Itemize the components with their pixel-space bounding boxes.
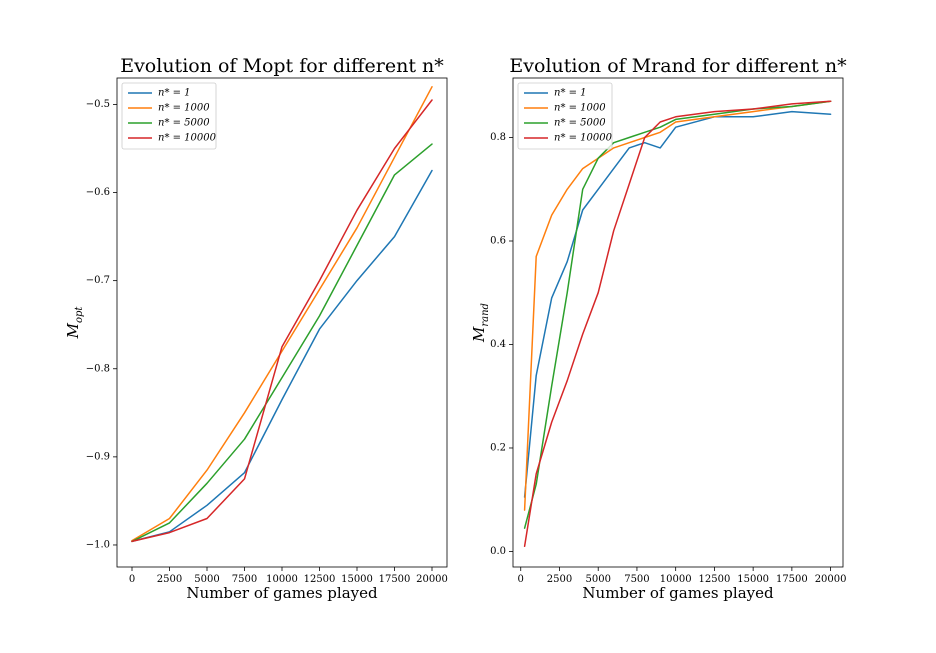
- x-tick-label: 17500: [776, 574, 808, 585]
- legend-box: [517, 82, 613, 150]
- legend-label-2: n* = 1000: [158, 103, 210, 114]
- series-line-4: [523, 100, 832, 548]
- y-axis-label: Mopt: [64, 306, 85, 340]
- series-line-1: [131, 169, 433, 543]
- y-tick-label: 0.8: [490, 132, 506, 143]
- x-tick-label: 10000: [660, 574, 692, 585]
- x-tick-label: 12500: [304, 574, 336, 585]
- series-line-3: [523, 100, 832, 529]
- y-tick-label: −0.8: [86, 363, 110, 374]
- plot-frame: [512, 77, 844, 568]
- legend-box: [121, 82, 217, 150]
- x-axis-label: Number of games played: [186, 584, 378, 602]
- x-tick-label: 15000: [341, 574, 373, 585]
- x-tick-label: 20000: [416, 574, 448, 585]
- y-tick-label: 0.2: [490, 442, 506, 453]
- y-tick-label: −0.6: [86, 187, 110, 198]
- chart-mrand: Evolution of Mrand for different n* 0 2500…: [470, 55, 847, 602]
- legend-label-4: n* = 10000: [158, 133, 217, 144]
- y-axis-label: Mrand: [470, 303, 491, 343]
- y-tick-label: 0.6: [490, 236, 506, 247]
- series-line-3: [131, 143, 433, 543]
- x-tick-label: 20000: [815, 574, 847, 585]
- x-tick-label: 10000: [266, 574, 298, 585]
- series-line-4: [131, 99, 433, 543]
- legend-label-3: n* = 5000: [158, 118, 210, 129]
- x-tick-label: 5000: [194, 574, 219, 585]
- y-tick-label: 0.4: [490, 339, 506, 350]
- x-tick-label: 17500: [379, 574, 411, 585]
- x-tick-label: 2500: [157, 574, 182, 585]
- x-tick-label: 5000: [585, 574, 610, 585]
- legend-label-1: n* = 1: [158, 88, 191, 99]
- series-line-1: [523, 110, 832, 498]
- y-tick-label: −0.5: [86, 99, 110, 110]
- y-tick-label: −1.0: [86, 539, 110, 550]
- y-axis-label-main: M: [470, 326, 488, 343]
- x-axis-label: Number of games played: [582, 584, 774, 602]
- chart-title: Evolution of Mopt for different n*: [120, 55, 444, 77]
- x-tick-label: 15000: [737, 574, 769, 585]
- legend-label-1: n* = 1: [554, 88, 587, 99]
- y-axis-label-main: M: [64, 322, 82, 339]
- y-axis-label-sub: opt: [74, 306, 85, 323]
- series-line-2: [523, 100, 832, 511]
- legend-label-2: n* = 1000: [554, 103, 606, 114]
- chart-title: Evolution of Mrand for different n*: [509, 55, 847, 77]
- y-tick-label: −0.7: [86, 275, 110, 286]
- legend-label-4: n* = 10000: [554, 133, 613, 144]
- chart-mopt: Evolution of Mopt for different n* 0 2500 5…: [64, 55, 448, 602]
- y-axis-label-sub: rand: [480, 303, 491, 327]
- legend-label-3: n* = 5000: [554, 118, 606, 129]
- x-tick-label: 12500: [699, 574, 731, 585]
- series-line-2: [131, 86, 433, 542]
- x-tick-label: 0: [518, 574, 524, 585]
- x-tick-label: 2500: [547, 574, 572, 585]
- x-tick-label: 0: [129, 574, 135, 585]
- y-tick-label: 0.0: [490, 546, 506, 557]
- x-tick-label: 7500: [232, 574, 257, 585]
- y-tick-label: −0.9: [86, 451, 110, 462]
- x-tick-label: 7500: [624, 574, 649, 585]
